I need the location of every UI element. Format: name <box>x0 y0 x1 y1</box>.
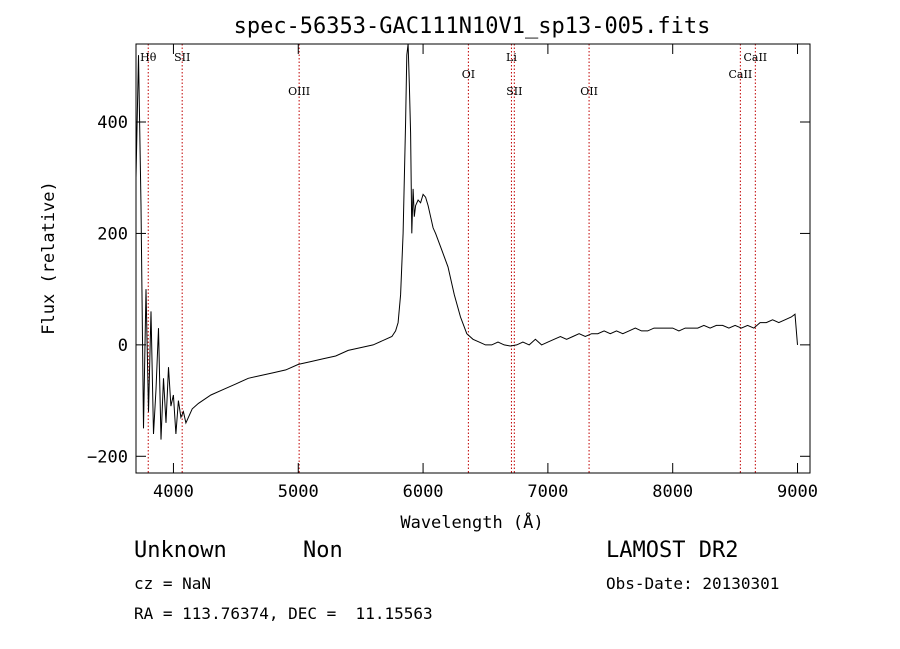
emission-line-label: Li <box>506 51 517 64</box>
y-tick-label: 200 <box>97 224 128 244</box>
x-tick-label: 7000 <box>527 482 568 502</box>
y-tick-label: 400 <box>97 113 128 133</box>
emission-line-label: SII <box>174 51 190 64</box>
y-tick-label: −200 <box>87 447 128 467</box>
x-axis-ticks: 4000 5000 6000 7000 8000 9000 <box>153 44 818 502</box>
emission-line-label: OII <box>580 85 598 98</box>
plot-frame <box>135 43 811 474</box>
x-tick-label: 5000 <box>278 482 319 502</box>
object-class: Unknown <box>134 538 227 563</box>
chart-title: spec-56353-GAC111N10V1_sp13-005.fits <box>234 14 711 39</box>
emission-line-label: OI <box>462 68 475 81</box>
y-axis-label: Flux (relative) <box>39 181 59 335</box>
emission-line-markers <box>147 44 756 473</box>
emission-line-label: CaII <box>743 51 767 64</box>
emission-line-label: Hθ <box>140 51 157 64</box>
y-tick-label: 0 <box>118 336 128 356</box>
x-axis-label: Wavelength (Å) <box>400 511 543 533</box>
survey-name: LAMOST DR2 <box>606 538 739 563</box>
emission-line-label: SII <box>506 85 522 98</box>
object-subclass: Non <box>303 538 343 563</box>
x-tick-label: 8000 <box>652 482 693 502</box>
observation-date: Obs-Date: 20130301 <box>606 574 780 593</box>
x-tick-label: 9000 <box>777 482 818 502</box>
redshift-value: cz = NaN <box>134 574 212 593</box>
emission-line-label: CaII <box>729 68 753 81</box>
coordinates: RA = 113.76374, DEC = 11.15563 <box>134 604 433 623</box>
spectrum-line <box>135 43 798 440</box>
y-axis-ticks: −200 0 200 400 <box>87 113 810 467</box>
emission-line-labels: Hθ SII OIII OI Li SII OII CaII CaII <box>140 51 767 98</box>
x-tick-label: 4000 <box>153 482 194 502</box>
emission-line-label: OIII <box>288 85 310 98</box>
x-tick-label: 6000 <box>403 482 444 502</box>
